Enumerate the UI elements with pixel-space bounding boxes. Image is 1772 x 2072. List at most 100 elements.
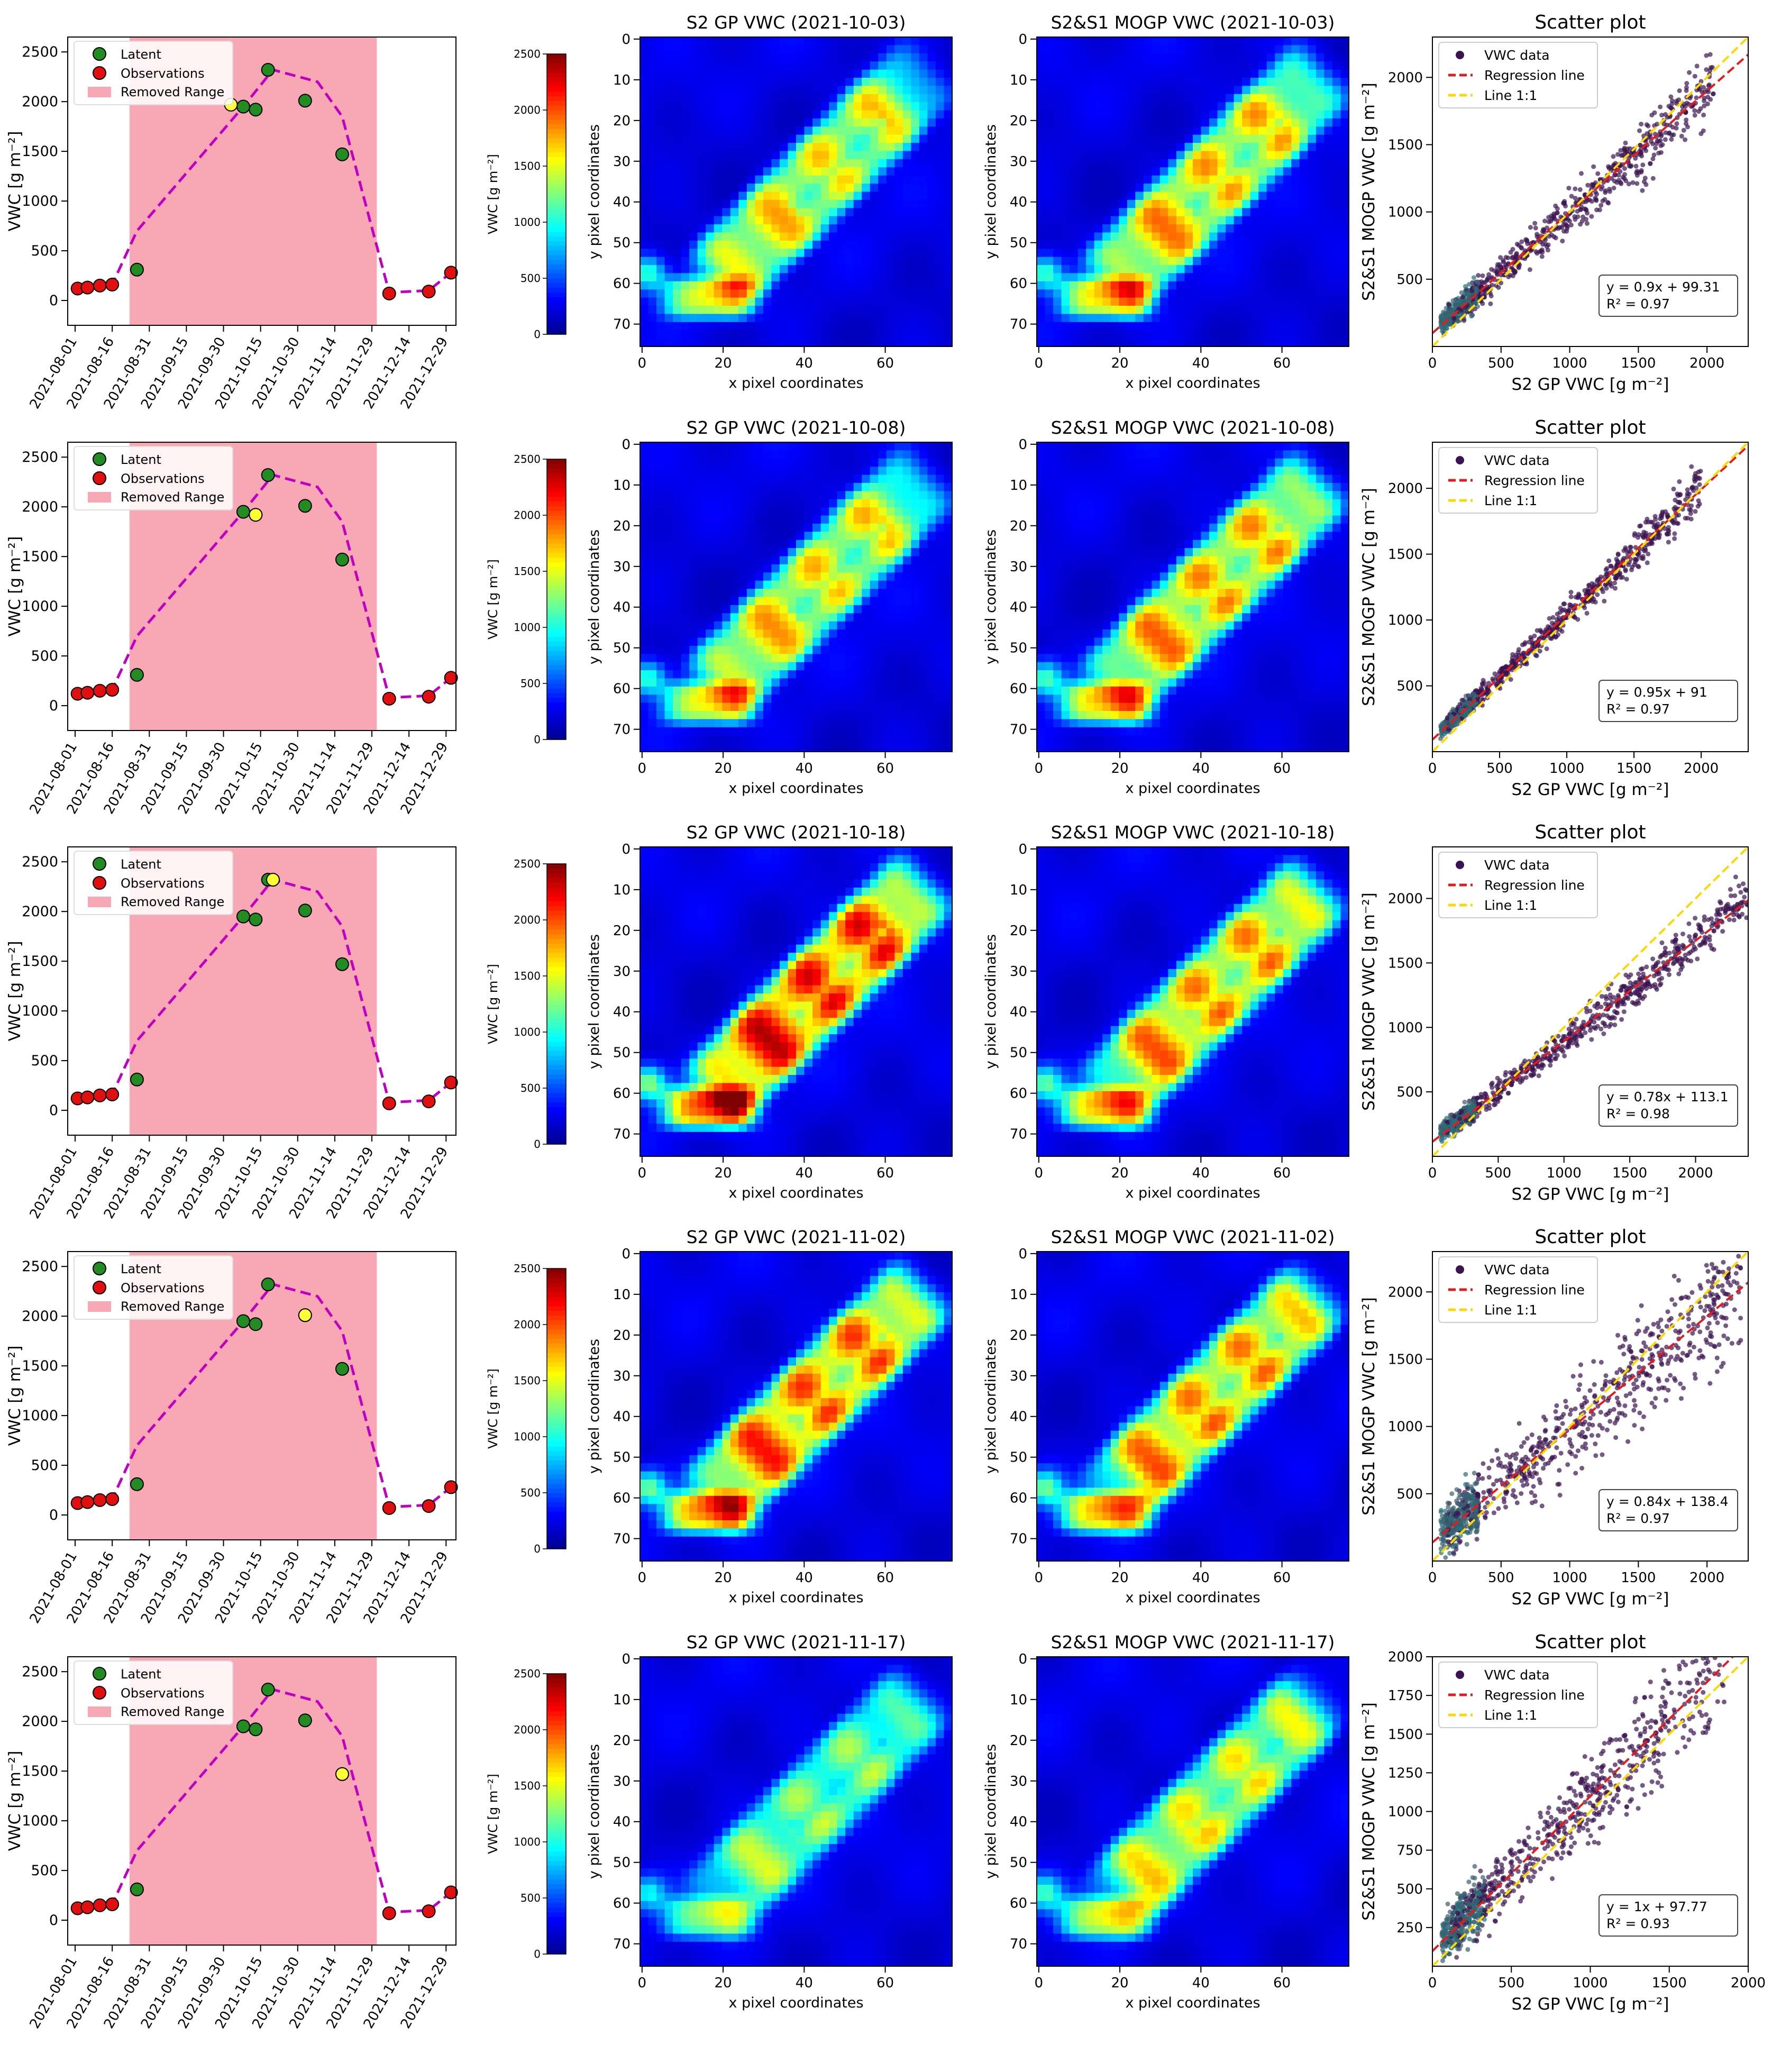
heatmap-cell [853,249,862,258]
heatmap-cell [853,548,862,557]
heatmap-cell [1037,265,1046,274]
heatmap-cell [1119,78,1128,86]
heatmap-cell [919,330,928,339]
heatmap-cell [1316,151,1325,160]
colorbar-segment [547,269,566,274]
heatmap-cell [845,53,854,62]
heatmap-cell [911,306,920,314]
xtick-label: 2000 [1689,355,1724,371]
heatmap-cell [894,208,903,217]
heatmap-cell [779,281,788,290]
scatter-point [1542,218,1547,224]
colorbar-segment [547,236,566,241]
heatmap-cell [640,314,649,323]
heatmap-cell [820,249,829,258]
colorbar-tick-label: 0 [534,328,541,341]
colorbar-segment [547,58,566,64]
heatmap-cell [1176,224,1185,233]
heatmap-cell [1275,37,1284,45]
heatmap-cell [812,507,821,516]
heatmap-cell [911,53,920,62]
heatmap-cell [853,240,862,249]
heatmap-cell [1037,289,1046,298]
heatmap-cell [689,249,698,258]
heatmap-cell [804,224,813,233]
heatmap-cell [738,126,747,135]
colorbar-segment [547,534,566,539]
heatmap-cell [820,507,829,516]
heatmap-cell [640,175,649,184]
heatmap-cell [837,613,846,622]
heatmap-cell [1283,134,1292,143]
heatmap-cell [1053,53,1062,62]
heatmap-cell [894,69,903,78]
heatmap-cell [746,240,755,249]
heatmap-cell [673,499,682,508]
heatmap-cell [1283,61,1292,70]
heatmap-cell [763,110,772,119]
heatmap-cell [788,94,797,103]
heatmap-cell [656,499,665,508]
heatmap-cell [837,474,846,483]
heatmap-cell [1070,232,1079,241]
heatmap-cell [673,216,682,225]
heatmap-cell [935,564,944,573]
heatmap-cell [1340,143,1349,152]
heatmap-cell [1258,118,1267,127]
scatter-point [1503,255,1509,260]
heatmap-cell [1332,199,1341,208]
heatmap-cell [894,151,903,160]
heatmap-cell [1061,143,1070,152]
heatmap-cell [837,297,846,306]
heatmap-cell [862,458,871,467]
heatmap-cell [935,86,944,95]
heatmap-cell [1193,191,1202,200]
latent-point-6 [335,147,349,161]
heatmap-cell [927,532,936,541]
heatmap-cell [746,102,755,111]
heatmap-cell [1299,240,1308,249]
heatmap-cell [944,483,953,491]
heatmap-cell [862,265,871,274]
observation-point-4 [105,682,120,697]
heatmap-cell [771,580,780,589]
heatmap-cell [853,191,862,200]
heatmap-cell [755,249,764,258]
heatmap-cell [1070,151,1079,160]
scatter-point [1684,117,1689,123]
heatmap-cell [714,281,723,290]
heatmap-cell [738,273,747,282]
heatmap-cell [738,53,747,62]
scatter-point [1539,254,1545,259]
heatmap-cell [689,61,698,70]
heatmap-cell [1209,281,1218,290]
heatmap-cell [779,69,788,78]
heatmap-cell [1135,167,1144,176]
heatmap-cell [664,515,673,524]
heatmap-cell [656,613,665,622]
heatmap-cell [1324,249,1333,258]
heatmap-cell [796,306,805,314]
scatter-point [1532,221,1538,226]
heatmap-cell [902,572,911,581]
heatmap-cell [1250,69,1259,78]
heatmap-cell [919,151,928,160]
heatmap-cell [681,249,690,258]
heatmap-cell [648,151,657,160]
heatmap-cell [1234,143,1243,152]
heatmap-cell [664,322,673,331]
heatmap-cell [1324,143,1333,152]
heatmap-cell [1102,94,1111,103]
heatmap-cell [1332,45,1341,54]
heatmap-cell [1324,110,1333,119]
scatter-point [1455,302,1460,307]
heatmap-cell [746,257,755,266]
heatmap-cell [1127,45,1136,54]
heatmap-cell [935,232,944,241]
heatmap-cell [927,69,936,78]
heatmap-cell [1168,134,1177,143]
heatmap-cell [862,151,871,160]
heatmap-cell [771,199,780,208]
heatmap-cell [1193,330,1202,339]
heatmap-cell [1332,167,1341,176]
